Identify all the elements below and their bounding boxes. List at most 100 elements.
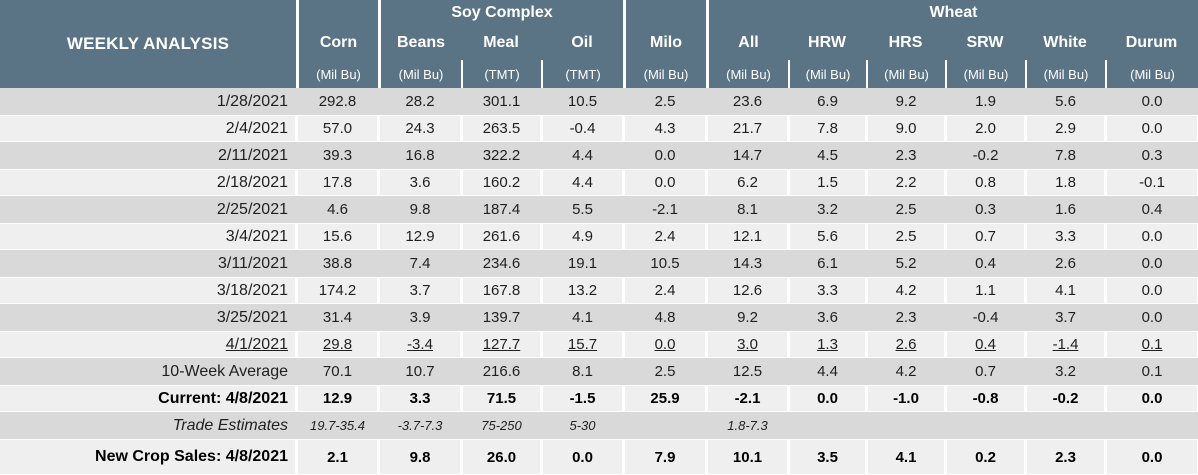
cell-beans: 3.7: [378, 277, 461, 304]
cell-srw: 0.3: [975, 201, 996, 218]
cell-hrs: 2.5: [866, 223, 945, 250]
cell-meal: 26.0: [461, 439, 541, 475]
column-unit: (Mil Bu): [316, 66, 361, 82]
cell-srw: 2.0: [945, 115, 1025, 142]
column-group-soy-complex: Soy Complex Beans Meal Oil (Mil Bu) (TMT…: [378, 0, 623, 88]
column-group-wheat: Wheat All HRW HRS SRW White Durum (Mil B…: [706, 0, 1198, 88]
column-unit: (Mil Bu): [643, 66, 689, 82]
cell-all: 23.6: [732, 93, 763, 110]
table-row: 3/11/2021 38.8 7.4 234.6 19.1 10.5 14.3 6.1 5.2 0…: [0, 250, 1198, 277]
table-row: New Crop Sales: 4/8/2021 2.1 9.8 26.0 0.0 7.9…: [0, 439, 1198, 475]
cell-meal: 75-250: [481, 418, 522, 433]
cell-milo: [623, 412, 706, 439]
cell-oil: 5-30: [569, 418, 596, 433]
group-title: Wheat: [929, 4, 978, 21]
table-row: 1/28/2021 292.8 28.2 301.1 10.5 2.5 23.6 6.9 9.2…: [0, 88, 1198, 115]
column-name: Oil: [571, 34, 593, 51]
row-label: 3/4/2021: [0, 223, 296, 250]
cell-hrs: 2.6: [866, 331, 945, 358]
cell-durum: 0.0: [1141, 255, 1163, 272]
cell-white: 1.8: [1025, 169, 1105, 196]
cell-durum: 0.0: [1141, 93, 1163, 110]
cell-white: -0.2: [1025, 385, 1105, 412]
table-row: 2/18/2021 17.8 3.6 160.2 4.4 0.0 6.2 1.5 2.2 0.8 1…: [0, 169, 1198, 196]
cell-all: 14.3: [732, 255, 763, 272]
cell-durum: -0.1: [1105, 169, 1198, 196]
cell-hrw: 3.5: [788, 439, 866, 475]
cell-oil: 5.5: [572, 201, 593, 218]
row-label: 4/1/2021: [0, 331, 296, 358]
cell-white: 5.6: [1055, 93, 1076, 110]
cell-durum: 0.1: [1141, 363, 1163, 380]
cell-milo: 10.5: [650, 255, 680, 272]
cell-hrw: 5.6: [788, 223, 866, 250]
cell-hrw: 3.2: [817, 201, 838, 218]
cell-corn: 38.8: [322, 255, 353, 272]
cell-oil: 19.1: [567, 255, 598, 272]
cell-milo: 7.9: [623, 439, 706, 475]
cell-all: 9.2: [737, 309, 758, 326]
table-title: WEEKLY ANALYSIS: [66, 34, 230, 53]
cell-hrs: [866, 412, 945, 439]
cell-oil: -0.4: [541, 115, 623, 142]
cell-srw: 1.9: [975, 93, 996, 110]
row-label: 2/4/2021: [0, 115, 296, 142]
cell-milo: 0.0: [623, 169, 706, 196]
cell-hrw: 4.5: [817, 147, 838, 164]
row-label: 3/25/2021: [216, 308, 288, 326]
cell-corn: 31.4: [322, 309, 353, 326]
row-label: New Crop Sales: 4/8/2021: [0, 439, 296, 475]
cell-meal: 71.5: [461, 385, 541, 412]
cell-milo: 4.3: [623, 115, 706, 142]
cell-milo: 4.8: [654, 309, 676, 326]
cell-milo: 0.0: [623, 331, 706, 358]
table-row: 3/4/2021 15.6 12.9 261.6 4.9 2.4 12.1 5.6 2.5 0.7…: [0, 223, 1198, 250]
cell-corn: 19.7-35.4: [310, 418, 365, 433]
row-label: 1/28/2021: [216, 92, 288, 110]
cell-durum: 0.4: [1141, 201, 1163, 218]
cell-durum: 0.3: [1141, 147, 1163, 164]
cell-durum: 0.0: [1141, 309, 1163, 326]
cell-hrw: 1.5: [788, 169, 866, 196]
cell-hrw: 7.8: [788, 115, 866, 142]
cell-hrs: 4.2: [866, 277, 945, 304]
cell-srw: -0.8: [945, 385, 1025, 412]
cell-durum: 0.1: [1105, 331, 1198, 358]
cell-white: 3.7: [1055, 309, 1076, 326]
cell-hrw: 3.6: [817, 309, 838, 326]
cell-beans: 9.8: [378, 439, 461, 475]
column-unit: (Mil Bu): [1025, 60, 1105, 88]
cell-all: 8.1: [737, 201, 758, 218]
header-spacer: [299, 0, 378, 26]
cell-oil: 8.1: [572, 363, 593, 380]
cell-hrw: [788, 412, 866, 439]
row-label: 3/11/2021: [218, 254, 288, 272]
cell-hrs: 4.2: [895, 363, 917, 380]
cell-meal: 234.6: [482, 255, 521, 272]
column-name: Beans: [396, 34, 446, 51]
table-row: 2/4/2021 57.0 24.3 263.5 -0.4 4.3 21.7 7.8 9.0 2.…: [0, 115, 1198, 142]
cell-hrw: 6.9: [817, 93, 838, 110]
cell-srw: 0.4: [975, 255, 996, 272]
cell-oil: 0.0: [541, 439, 623, 475]
cell-hrs: -1.0: [866, 385, 945, 412]
row-label: 2/11/2021: [218, 146, 288, 164]
cell-corn: 292.8: [318, 93, 357, 110]
cell-srw: [945, 412, 1025, 439]
cell-milo: 0.0: [654, 147, 676, 164]
cell-hrw: 4.4: [817, 363, 838, 380]
cell-hrw: 3.3: [788, 277, 866, 304]
column-name: Corn: [319, 34, 358, 51]
cell-corn: 4.6: [327, 201, 348, 218]
cell-meal: 160.2: [461, 169, 541, 196]
row-label: Current: 4/8/2021: [0, 385, 296, 412]
cell-all: 12.5: [732, 363, 763, 380]
cell-srw: -0.2: [972, 147, 999, 164]
column-unit: (Mil Bu): [866, 60, 945, 88]
cell-hrs: 9.2: [895, 93, 917, 110]
cell-durum: 0.0: [1105, 277, 1198, 304]
cell-durum: 0.0: [1105, 115, 1198, 142]
cell-oil: 13.2: [541, 277, 623, 304]
cell-milo: -2.1: [652, 201, 678, 218]
